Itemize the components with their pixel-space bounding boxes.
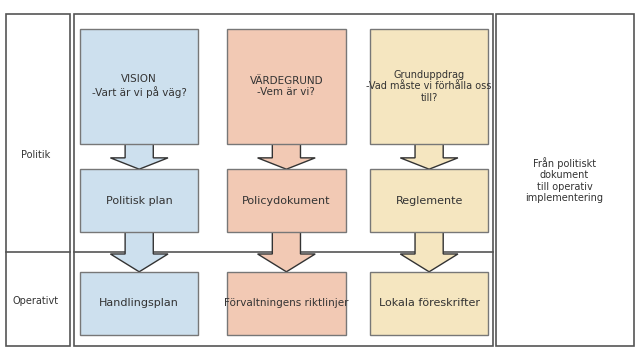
Polygon shape <box>110 232 168 272</box>
Text: Förvaltningens riktlinjer: Förvaltningens riktlinjer <box>224 298 349 308</box>
Text: Policydokument: Policydokument <box>242 196 331 206</box>
Text: Lokala föreskrifter: Lokala föreskrifter <box>379 298 479 308</box>
Polygon shape <box>258 232 315 272</box>
FancyBboxPatch shape <box>496 14 634 346</box>
FancyBboxPatch shape <box>227 272 346 335</box>
FancyBboxPatch shape <box>370 169 488 232</box>
Text: VISION
-Vart är vi på väg?: VISION -Vart är vi på väg? <box>92 75 187 98</box>
FancyBboxPatch shape <box>370 272 488 335</box>
FancyBboxPatch shape <box>80 169 198 232</box>
Polygon shape <box>258 144 315 169</box>
FancyBboxPatch shape <box>227 169 346 232</box>
Text: Reglemente: Reglemente <box>396 196 463 206</box>
FancyBboxPatch shape <box>227 29 346 144</box>
Text: Handlingsplan: Handlingsplan <box>99 298 179 308</box>
Text: Från politiskt
dokument
till operativ
implementering: Från politiskt dokument till operativ im… <box>525 157 604 203</box>
FancyBboxPatch shape <box>80 29 198 144</box>
Polygon shape <box>401 144 458 169</box>
FancyBboxPatch shape <box>370 29 488 144</box>
Polygon shape <box>401 232 458 272</box>
Text: Politik: Politik <box>20 150 50 160</box>
Text: Politisk plan: Politisk plan <box>106 196 173 206</box>
Polygon shape <box>110 144 168 169</box>
Text: VÄRDEGRUND
-Vem är vi?: VÄRDEGRUND -Vem är vi? <box>250 76 323 97</box>
Text: Operativt: Operativt <box>12 296 58 306</box>
Text: Grunduppdrag
-Vad måste vi förhålla oss
till?: Grunduppdrag -Vad måste vi förhålla oss … <box>367 70 492 103</box>
FancyBboxPatch shape <box>6 14 70 346</box>
FancyBboxPatch shape <box>80 272 198 335</box>
